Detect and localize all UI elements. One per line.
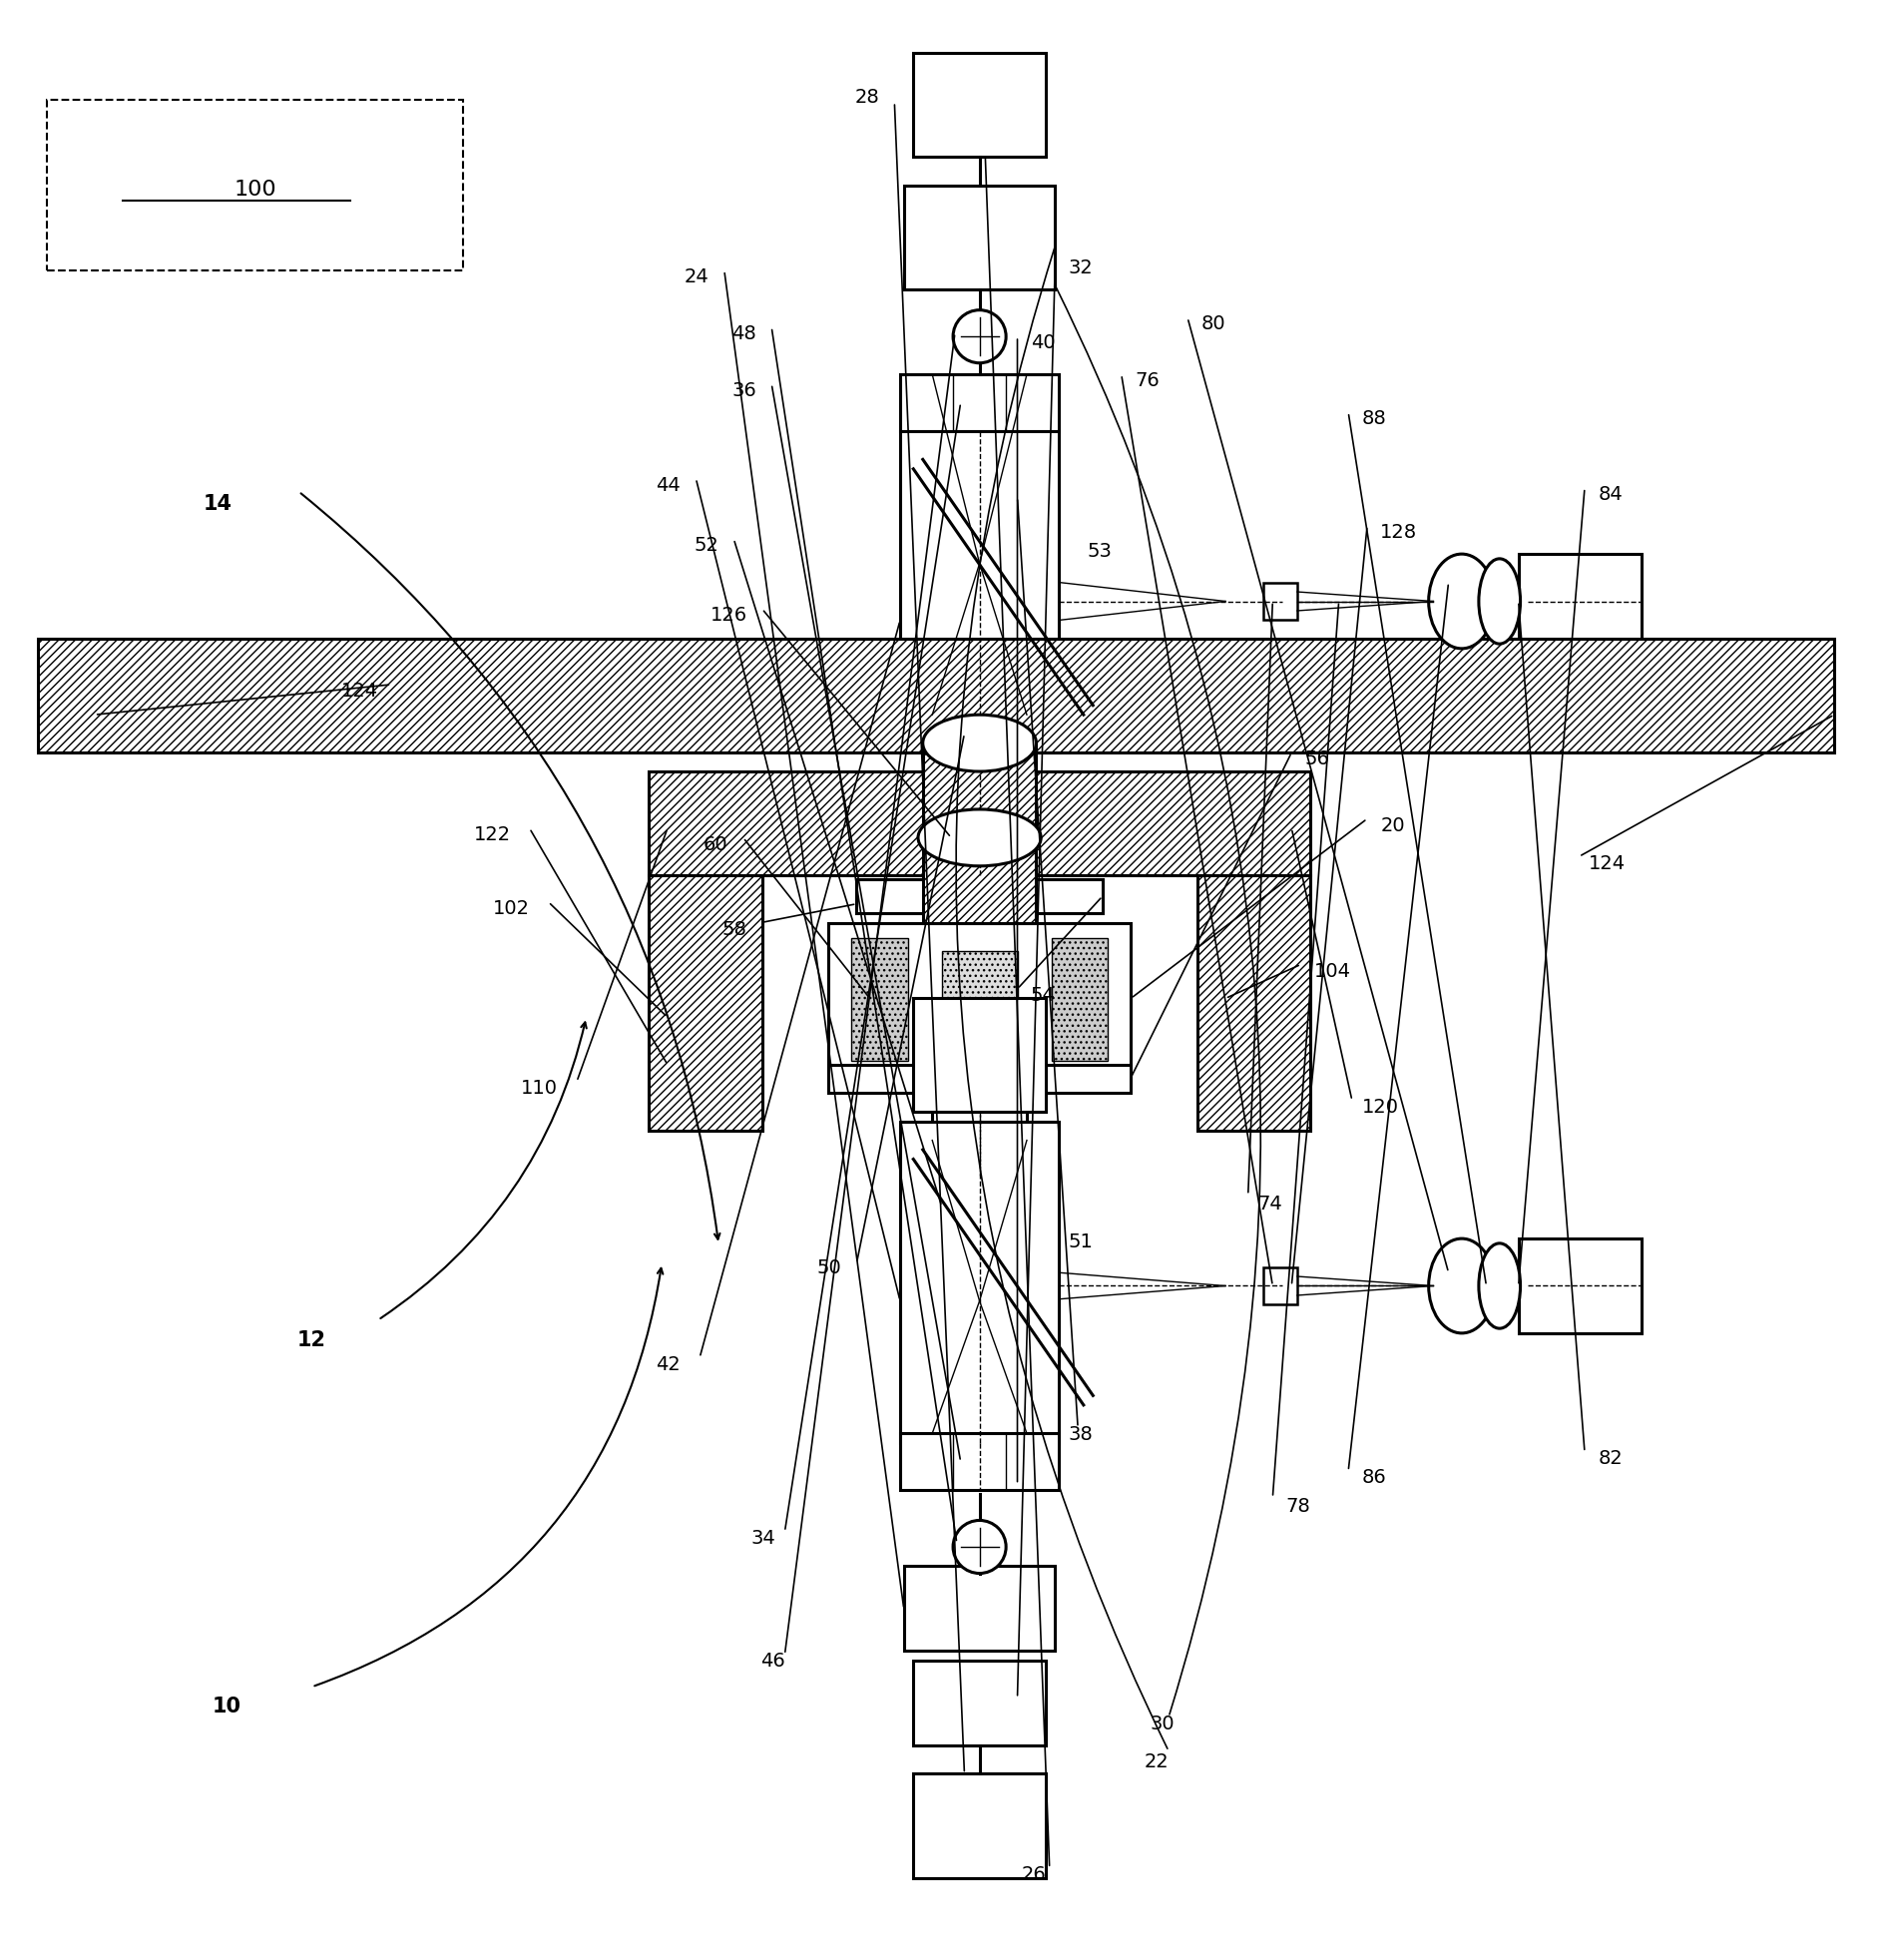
Text: 44: 44 — [656, 474, 681, 494]
Bar — [828, 923, 1131, 1074]
Text: 80: 80 — [1201, 316, 1225, 333]
Text: 104: 104 — [1314, 960, 1352, 980]
Bar — [1051, 939, 1108, 1060]
Text: 30: 30 — [1150, 1713, 1174, 1733]
Text: 120: 120 — [1362, 1098, 1399, 1115]
Text: 14: 14 — [202, 494, 233, 514]
Text: 42: 42 — [656, 1354, 681, 1374]
Text: 126: 126 — [709, 606, 747, 625]
Bar — [932, 1090, 1027, 1168]
Text: 102: 102 — [492, 900, 529, 917]
Ellipse shape — [953, 1521, 1006, 1574]
Text: 50: 50 — [817, 1258, 841, 1276]
Bar — [913, 1774, 1046, 1878]
Text: 38: 38 — [1068, 1425, 1093, 1443]
Bar — [1263, 582, 1297, 621]
Bar — [1518, 555, 1641, 649]
Text: 22: 22 — [1144, 1750, 1169, 1770]
Bar — [942, 953, 1017, 1047]
Bar — [900, 431, 1059, 753]
Bar — [913, 53, 1046, 157]
Ellipse shape — [919, 809, 1040, 866]
Text: 128: 128 — [1380, 523, 1418, 541]
Bar — [851, 939, 908, 1060]
Bar — [913, 1000, 1046, 1113]
Text: 82: 82 — [1598, 1448, 1622, 1468]
Text: 46: 46 — [760, 1650, 785, 1670]
Bar — [649, 876, 762, 1131]
Text: 88: 88 — [1362, 410, 1386, 427]
Text: 60: 60 — [703, 835, 728, 853]
Text: 20: 20 — [1380, 815, 1405, 835]
Text: 54: 54 — [1031, 986, 1055, 1005]
Text: 48: 48 — [732, 323, 756, 343]
Ellipse shape — [1430, 1239, 1494, 1333]
Text: 28: 28 — [855, 88, 879, 106]
Text: 124: 124 — [340, 682, 378, 700]
Text: 51: 51 — [1068, 1231, 1093, 1250]
Ellipse shape — [1430, 555, 1494, 649]
Ellipse shape — [923, 715, 1036, 772]
Text: 110: 110 — [520, 1078, 558, 1098]
Text: 10: 10 — [212, 1695, 242, 1715]
Ellipse shape — [1479, 559, 1520, 645]
Text: 36: 36 — [732, 380, 756, 400]
Text: 26: 26 — [1021, 1864, 1046, 1884]
Text: 78: 78 — [1286, 1495, 1310, 1515]
Text: 40: 40 — [1031, 333, 1055, 353]
Text: 53: 53 — [1087, 541, 1112, 561]
Text: 58: 58 — [722, 919, 747, 939]
Text: 74: 74 — [1258, 1194, 1282, 1213]
Ellipse shape — [953, 312, 1006, 365]
Bar — [900, 1121, 1059, 1443]
Text: 56: 56 — [1305, 749, 1329, 768]
Bar — [900, 374, 1059, 431]
Bar — [900, 1433, 1059, 1490]
Text: 34: 34 — [751, 1529, 775, 1546]
Text: 124: 124 — [1588, 853, 1626, 872]
Bar — [1197, 876, 1310, 1131]
Bar — [649, 772, 1310, 876]
FancyBboxPatch shape — [47, 102, 463, 270]
Text: 86: 86 — [1362, 1468, 1386, 1486]
Bar — [1518, 1239, 1641, 1333]
Bar — [828, 1064, 1131, 1094]
Bar — [857, 880, 1102, 913]
Bar — [913, 1660, 1046, 1746]
Bar — [1263, 1268, 1297, 1305]
Text: 32: 32 — [1068, 259, 1093, 276]
Text: 24: 24 — [685, 267, 709, 286]
Bar — [38, 639, 1834, 753]
Text: 12: 12 — [297, 1329, 327, 1348]
Ellipse shape — [1479, 1245, 1520, 1329]
Bar — [923, 743, 1036, 923]
Text: 100: 100 — [234, 180, 276, 200]
Bar — [904, 1566, 1055, 1650]
Text: 84: 84 — [1598, 484, 1622, 504]
Text: 52: 52 — [694, 535, 719, 555]
Text: 76: 76 — [1135, 370, 1159, 390]
Bar — [904, 186, 1055, 290]
Text: 122: 122 — [473, 825, 511, 845]
